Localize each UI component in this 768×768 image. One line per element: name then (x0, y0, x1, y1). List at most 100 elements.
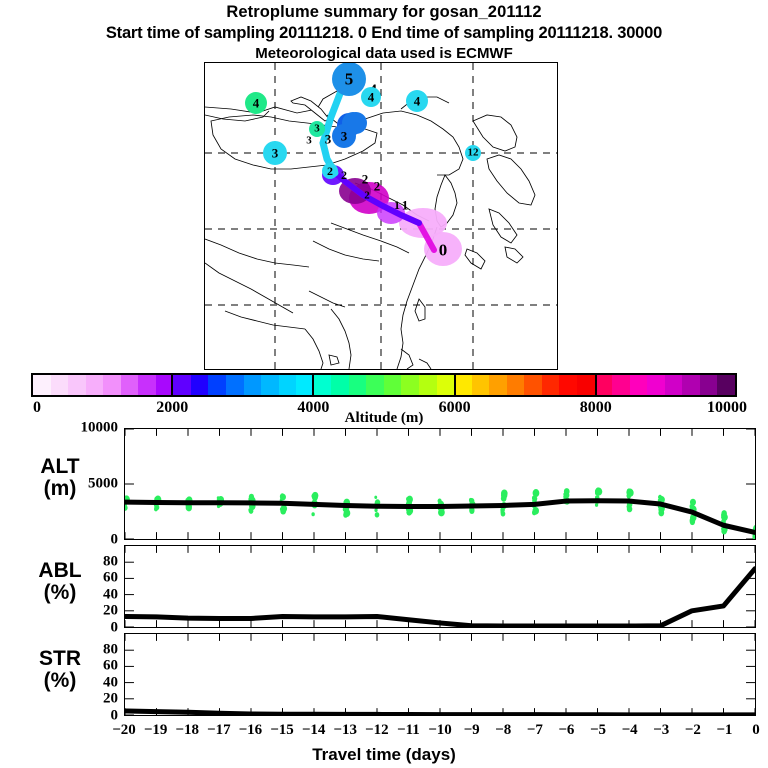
colorbar-separator (594, 373, 597, 397)
colorbar-tick-label: 6000 (438, 399, 471, 416)
map-marker-label: 5 (344, 69, 354, 89)
xtick-label: −18 (175, 722, 199, 738)
alt-timeseries-plot (124, 428, 756, 540)
str-label-line2: (%) (43, 668, 77, 692)
colorbar-swatch (331, 375, 349, 395)
xtick-label: −3 (653, 722, 670, 738)
xtick-label: −4 (621, 722, 638, 738)
str-timeseries-plot (124, 633, 756, 716)
colorbar-swatch (120, 375, 139, 395)
map-coastlines (205, 63, 557, 369)
str-plot-canvas (125, 634, 755, 715)
colorbar-swatch (594, 375, 613, 395)
colorbar-swatch (559, 375, 577, 395)
abl-ytick-label: 20 (103, 602, 118, 619)
colorbar-swatch (629, 375, 648, 395)
colorbar-swatch (208, 375, 227, 395)
xtick-label: −11 (397, 722, 420, 738)
colorbar-swatch (471, 375, 490, 395)
colorbar-swatch (664, 375, 683, 395)
retroplume-map: 5 4 4 4 4 4 4 3 3 3 3 3 2 2 2 2 2 1 1 0 … (204, 62, 558, 370)
colorbar-tick-label: 2000 (156, 399, 189, 416)
xtick-label: −13 (333, 722, 357, 738)
map-marker-label: 2 (341, 168, 347, 182)
str-ytick-label: 20 (103, 690, 118, 707)
alt-panel-label: ALT (m) (4, 456, 116, 499)
xtick-label: −12 (365, 722, 389, 738)
xtick-label: −8 (495, 722, 512, 738)
abl-plot-canvas (125, 546, 755, 627)
colorbar-title: Altitude (m) (344, 410, 424, 426)
map-marker-label: 3 (340, 128, 348, 144)
map-marker-label: 1 (401, 197, 409, 213)
colorbar-separator (312, 373, 315, 397)
abl-mean-line (125, 569, 755, 626)
colorbar-tick-label: 4000 (297, 399, 330, 416)
colorbar-swatch (313, 375, 332, 395)
map-marker-label: 4 (413, 93, 421, 109)
map-marker (361, 87, 381, 107)
colorbar-swatch (348, 375, 367, 395)
colorbar-swatch (436, 375, 455, 395)
page-title: Retroplume summary for gosan_201112 (226, 3, 542, 21)
colorbar-swatch (68, 375, 86, 395)
map-marker-label: 3 (324, 131, 332, 147)
map-marker-label: 3 (314, 122, 320, 135)
abl-ytick-label: 80 (103, 553, 118, 570)
colorbar-swatch (261, 375, 279, 395)
colorbar-swatch (647, 375, 665, 395)
colorbar-swatch (383, 375, 402, 395)
alt-plot-canvas (125, 429, 755, 539)
xtick-label: −17 (207, 722, 231, 738)
abl-label-line2: (%) (43, 580, 77, 604)
colorbar-swatch (103, 375, 121, 395)
map-marker (263, 141, 287, 165)
xtick-label: −15 (270, 722, 294, 738)
map-marker-label: 3 (271, 145, 279, 161)
xtick-label: −7 (526, 722, 543, 738)
xtick-label: −14 (301, 722, 326, 738)
alt-label-line1: ALT (40, 455, 80, 478)
xtick-label: −16 (238, 722, 263, 738)
altitude-scatter-points (125, 487, 755, 539)
map-marker-label: 4 (367, 89, 375, 105)
colorbar-swatch (489, 375, 507, 395)
alt-label-line2: (m) (43, 476, 77, 500)
map-marker-label: 3 (306, 134, 312, 147)
colorbar-tick-label: 10000 (707, 399, 747, 416)
colorbar-swatch (682, 375, 700, 395)
xtick-label: −5 (589, 722, 607, 738)
colorbar-swatch (541, 375, 560, 395)
map-marker (322, 163, 338, 179)
str-ytick-label: 0 (110, 707, 119, 724)
map-marker-label: 2 (364, 189, 370, 202)
colorbar-swatch (296, 375, 314, 395)
colorbar-swatch (401, 375, 420, 395)
xtick-label: −6 (558, 722, 575, 738)
colorbar-swatch (226, 375, 244, 395)
colorbar-swatch (454, 375, 472, 395)
colorbar-swatch (138, 375, 156, 395)
colorbar-swatch (243, 375, 262, 395)
map-marker (245, 92, 267, 114)
colorbar-swatch (366, 375, 384, 395)
xtick-label: −2 (684, 722, 701, 738)
map-marker-label: 1 (394, 198, 400, 212)
colorbar-swatch (699, 375, 718, 395)
meteorological-data-line: Meteorological data used is ECMWF (255, 45, 513, 62)
colorbar-swatch (278, 375, 297, 395)
xaxis-title: Travel time (days) (312, 745, 456, 764)
map-source-marker-label: 0 (438, 240, 448, 260)
str-ytick-label: 80 (103, 641, 118, 658)
colorbar-swatch (155, 375, 174, 395)
alt-mean-line (125, 501, 755, 533)
colorbar-swatch (506, 375, 525, 395)
map-marker-label: 12 (467, 146, 479, 159)
colorbar-swatch (717, 375, 735, 395)
colorbar-swatch (576, 375, 595, 395)
abl-ytick-label: 0 (110, 619, 119, 636)
map-marker-label: 2 (373, 178, 381, 194)
map-marker-label: 2 (361, 171, 369, 187)
abl-panel-label: ABL (%) (4, 560, 116, 603)
map-marker (465, 145, 481, 161)
